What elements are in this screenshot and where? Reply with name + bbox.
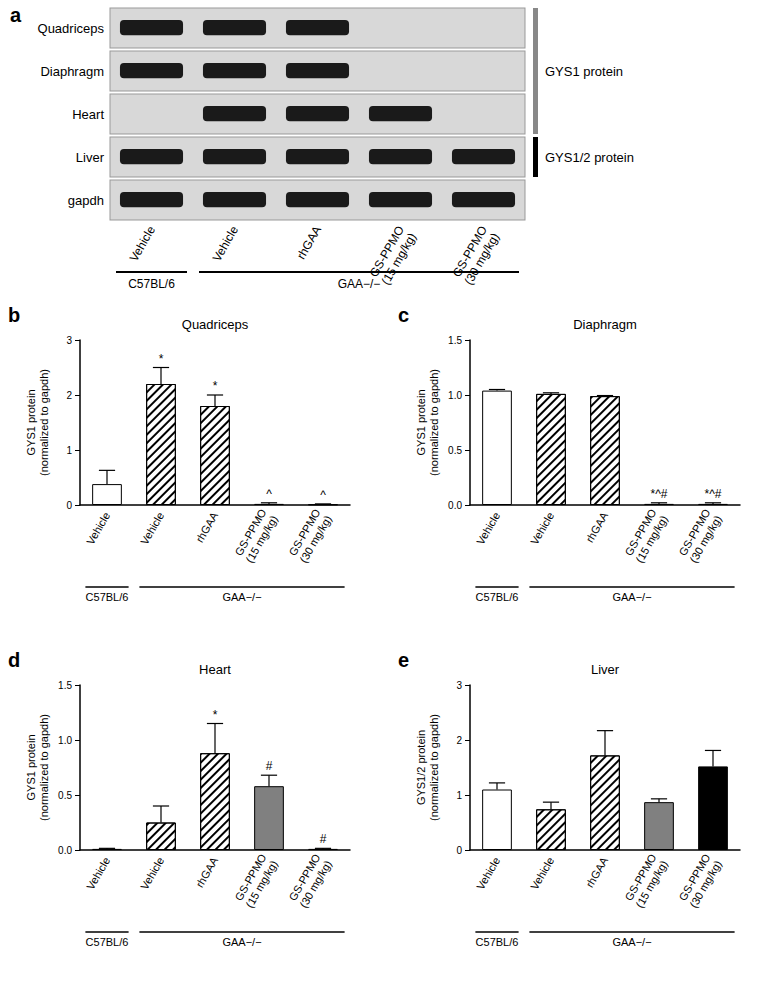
svg-text:(30 mg/kg): (30 mg/kg) <box>687 858 724 909</box>
svg-text:GYS1/2 protein: GYS1/2 protein <box>415 730 427 805</box>
svg-text:rhGAA: rhGAA <box>294 224 324 262</box>
svg-text:Vehicle: Vehicle <box>138 855 166 892</box>
svg-text:1.5: 1.5 <box>58 680 72 691</box>
svg-text:Heart: Heart <box>199 662 231 677</box>
svg-text:(30 mg/kg): (30 mg/kg) <box>297 858 334 909</box>
svg-text:GAA−/−: GAA−/− <box>222 936 261 948</box>
svg-text:GS-PPMO(30 mg/kg): GS-PPMO(30 mg/kg) <box>449 224 502 288</box>
svg-text:(15 mg/kg): (15 mg/kg) <box>633 858 670 909</box>
svg-text:0.0: 0.0 <box>58 845 72 856</box>
svg-text:GS-PPMO: GS-PPMO <box>622 851 659 903</box>
svg-text:GS-PPMO: GS-PPMO <box>232 506 269 558</box>
svg-text:GS-PPMO: GS-PPMO <box>622 506 659 558</box>
svg-text:0.0: 0.0 <box>448 500 462 511</box>
svg-text:*^#: *^# <box>651 487 668 501</box>
svg-text:^: ^ <box>266 487 272 501</box>
svg-text:C57BL/6: C57BL/6 <box>128 277 175 291</box>
svg-text:c: c <box>398 304 409 326</box>
svg-text:(15 mg/kg): (15 mg/kg) <box>633 513 670 564</box>
svg-text:GS-PPMO: GS-PPMO <box>286 851 323 903</box>
svg-text:*: * <box>213 708 218 722</box>
svg-text:rhGAA: rhGAA <box>193 854 220 889</box>
svg-text:1: 1 <box>66 445 72 456</box>
svg-text:gapdh: gapdh <box>68 193 104 208</box>
svg-text:GAA−/−: GAA−/− <box>612 936 651 948</box>
svg-text:GS-PPMO: GS-PPMO <box>232 851 269 903</box>
svg-text:1.0: 1.0 <box>58 735 72 746</box>
svg-text:*: * <box>213 379 218 393</box>
svg-text:Vehicle: Vehicle <box>84 855 112 892</box>
svg-text:*^#: *^# <box>705 487 722 501</box>
svg-text:Vehicle: Vehicle <box>84 510 112 547</box>
svg-text:#: # <box>320 832 327 846</box>
svg-text:^: ^ <box>320 488 326 502</box>
svg-text:a: a <box>10 4 22 26</box>
svg-text:rhGAA: rhGAA <box>583 509 610 544</box>
svg-text:Vehicle: Vehicle <box>138 510 166 547</box>
svg-text:0.5: 0.5 <box>58 790 72 801</box>
svg-text:e: e <box>398 649 409 671</box>
svg-text:rhGAA: rhGAA <box>583 854 610 889</box>
svg-text:0: 0 <box>456 845 462 856</box>
svg-text:2: 2 <box>66 390 72 401</box>
svg-text:Diaphragm: Diaphragm <box>40 64 104 79</box>
svg-text:d: d <box>8 649 20 671</box>
html-text:(15 mg/kg): (15 mg/kg) <box>378 230 420 288</box>
svg-text:3: 3 <box>456 680 462 691</box>
svg-text:GAA−/−: GAA−/− <box>222 591 261 603</box>
svg-text:Vehicle: Vehicle <box>474 855 502 892</box>
svg-text:Liver: Liver <box>591 662 620 677</box>
svg-text:Vehicle: Vehicle <box>528 510 556 547</box>
svg-text:(15 mg/kg): (15 mg/kg) <box>243 513 280 564</box>
svg-text:GYS1 protein: GYS1 protein <box>415 389 427 455</box>
svg-text:Vehicle: Vehicle <box>528 855 556 892</box>
svg-text:GS-PPMO: GS-PPMO <box>286 506 323 558</box>
svg-text:2: 2 <box>456 735 462 746</box>
svg-text:(normalized to gapdh): (normalized to gapdh) <box>428 369 440 476</box>
svg-text:Vehicle: Vehicle <box>474 510 502 547</box>
svg-text:0: 0 <box>66 500 72 511</box>
svg-text:Liver: Liver <box>76 150 105 165</box>
svg-text:C57BL/6: C57BL/6 <box>476 936 519 948</box>
html-text:GS-PPMO: GS-PPMO <box>366 223 408 280</box>
svg-text:Heart: Heart <box>72 107 104 122</box>
svg-text:Vehicle: Vehicle <box>210 223 242 264</box>
svg-text:*: * <box>159 352 164 366</box>
svg-text:(normalized to gapdh): (normalized to gapdh) <box>38 369 50 476</box>
svg-text:0.5: 0.5 <box>448 445 462 456</box>
svg-text:rhGAA: rhGAA <box>193 509 220 544</box>
svg-text:Quadriceps: Quadriceps <box>38 21 105 36</box>
svg-text:C57BL/6: C57BL/6 <box>86 591 129 603</box>
svg-text:#: # <box>266 759 273 773</box>
svg-text:GAA−/−: GAA−/− <box>612 591 651 603</box>
svg-text:GYS1/2 protein: GYS1/2 protein <box>545 150 634 165</box>
svg-text:Quadriceps: Quadriceps <box>182 317 249 332</box>
svg-text:(30 mg/kg): (30 mg/kg) <box>297 513 334 564</box>
svg-text:(15 mg/kg): (15 mg/kg) <box>243 858 280 909</box>
svg-text:(normalized to gapdh): (normalized to gapdh) <box>428 714 440 821</box>
svg-text:1.0: 1.0 <box>448 390 462 401</box>
svg-text:1.5: 1.5 <box>448 335 462 346</box>
svg-text:GYS1 protein: GYS1 protein <box>545 64 623 79</box>
svg-text:GYS1 protein: GYS1 protein <box>25 389 37 455</box>
svg-text:(normalized to gapdh): (normalized to gapdh) <box>38 714 50 821</box>
svg-text:GAA−/−: GAA−/− <box>338 277 381 291</box>
svg-text:GYS1 protein: GYS1 protein <box>25 734 37 800</box>
svg-text:Vehicle: Vehicle <box>127 223 159 264</box>
svg-text:3: 3 <box>66 335 72 346</box>
svg-text:(30 mg/kg): (30 mg/kg) <box>687 513 724 564</box>
svg-text:1: 1 <box>456 790 462 801</box>
svg-text:C57BL/6: C57BL/6 <box>476 591 519 603</box>
svg-text:C57BL/6: C57BL/6 <box>86 936 129 948</box>
svg-text:GS-PPMO: GS-PPMO <box>676 851 713 903</box>
svg-text:b: b <box>8 304 20 326</box>
svg-text:GS-PPMO: GS-PPMO <box>676 506 713 558</box>
svg-text:Diaphragm: Diaphragm <box>573 317 637 332</box>
